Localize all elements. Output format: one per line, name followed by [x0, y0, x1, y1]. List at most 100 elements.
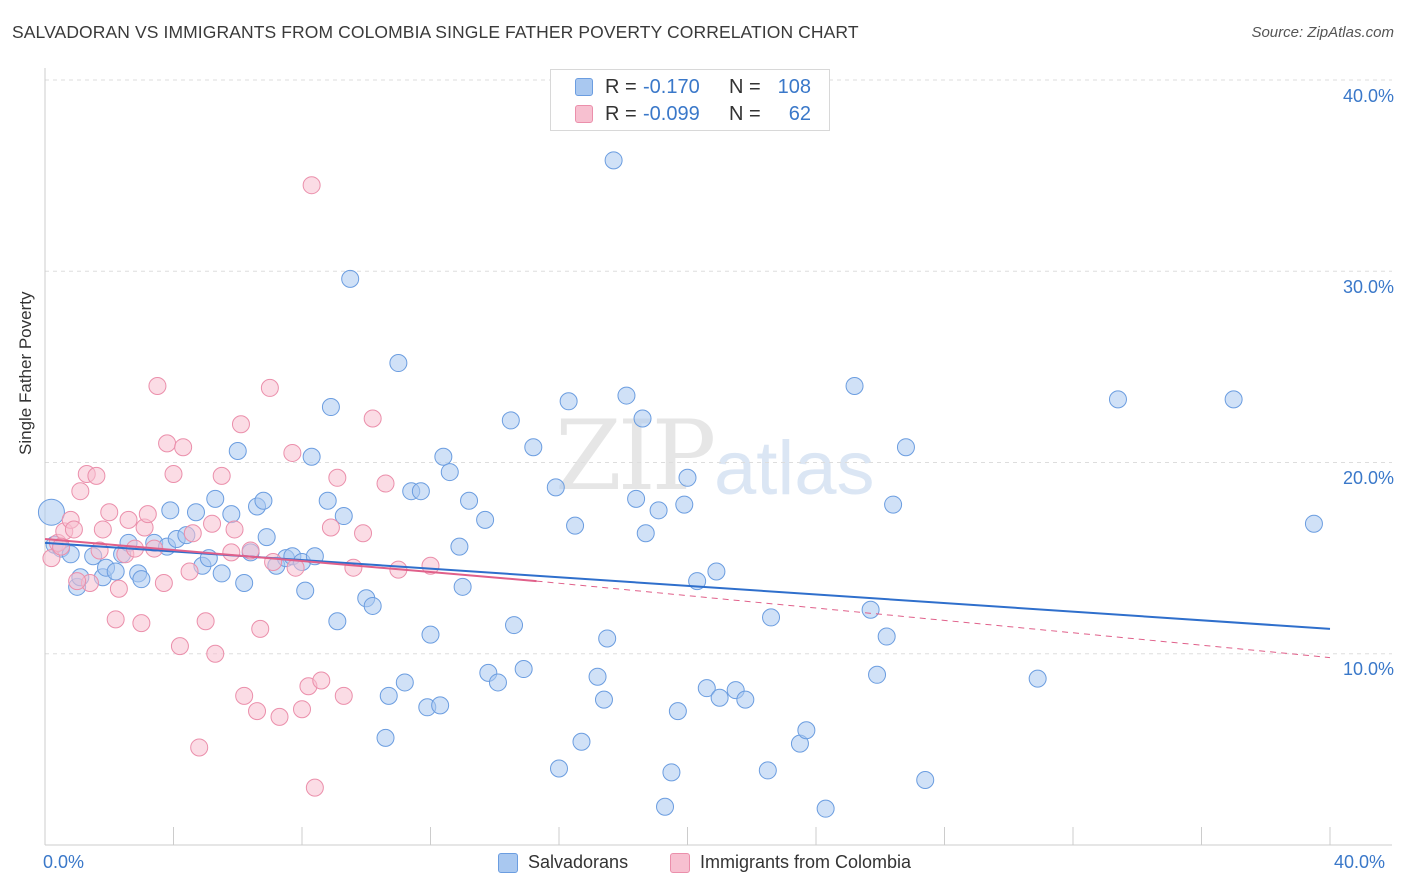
colombia-point: [106, 610, 125, 629]
salvadoran-point: [206, 489, 225, 508]
salvadoran-point: [363, 596, 382, 615]
salvadoran-point: [896, 438, 915, 457]
blue-swatch: [498, 852, 518, 873]
pink-swatch: [575, 105, 593, 123]
salvadoran-point: [546, 478, 565, 497]
salvadoran-point: [488, 673, 507, 692]
colombia-point: [138, 505, 157, 524]
colombia-point: [312, 671, 331, 690]
salvadoran-point: [649, 501, 668, 520]
colombia-point: [222, 543, 241, 562]
colombia-point: [203, 514, 222, 533]
salvadoran-point: [797, 721, 816, 740]
salvadoran-point: [235, 573, 254, 592]
salvadoran-point: [302, 447, 321, 466]
salvadoran-point: [186, 503, 205, 522]
chart-title: SALVADORAN VS IMMIGRANTS FROM COLOMBIA S…: [12, 22, 859, 42]
salvadoran-point: [656, 797, 675, 816]
salvadoran-point: [633, 409, 652, 428]
salvadoran-point: [559, 392, 578, 411]
source-label: Source: ZipAtlas.com: [1251, 24, 1394, 41]
watermark-atlas: atlas: [714, 426, 875, 511]
colombia-point: [321, 518, 340, 537]
salvadoran-point: [678, 468, 697, 487]
colombia-point: [231, 415, 250, 434]
salvadoran-point: [421, 625, 440, 644]
colombia-point: [206, 644, 225, 663]
salvadoran-point: [736, 690, 755, 709]
colombia-point: [64, 520, 83, 539]
salvadoran-point: [868, 665, 887, 684]
colombia-point: [270, 707, 289, 726]
n-value: 62: [788, 102, 811, 125]
legend-item-colombia[interactable]: Immigrants from Colombia: [670, 852, 911, 873]
colombia-point: [421, 556, 440, 575]
colombia-point: [293, 700, 311, 719]
salvadoran-point: [594, 690, 613, 709]
salvadoran-point: [636, 524, 655, 543]
colombia-point: [132, 614, 151, 633]
colombia-point: [174, 438, 193, 457]
salvadoran-point: [37, 498, 65, 526]
r-label: R =: [605, 75, 637, 98]
legend-row-colombia: R = -0.099 N = 62: [575, 101, 811, 127]
salvadoran-point: [106, 562, 125, 581]
salvadoran-point: [662, 763, 681, 782]
salvadoran-point: [161, 501, 180, 520]
salvadoran-point: [453, 577, 472, 596]
salvadoran-point: [588, 667, 607, 686]
pink-swatch: [670, 852, 690, 873]
y-tick-label: 20.0%: [1342, 468, 1394, 488]
colombia-point: [354, 524, 373, 543]
salvadoran-point: [710, 688, 729, 707]
salvadoran-point: [845, 377, 864, 395]
salvadoran-point: [379, 686, 398, 705]
salvadoran-point: [411, 482, 430, 501]
salvadoran-point: [434, 447, 453, 466]
blue-swatch: [575, 78, 593, 96]
colombia-point: [376, 474, 395, 493]
salvadoran-point: [572, 732, 591, 751]
colombia-point: [190, 738, 209, 757]
colombia-point: [68, 572, 87, 591]
salvadoran-point: [450, 537, 469, 556]
colombia-point: [71, 482, 90, 501]
colombia-trend-extension: [536, 580, 1331, 659]
salvadoran-point: [758, 761, 777, 780]
n-label: N =: [729, 102, 761, 125]
colombia-point: [305, 778, 324, 797]
salvadoran-point: [884, 495, 903, 514]
colombia-point: [225, 520, 244, 539]
colombia-point: [158, 434, 177, 453]
salvadoran-point: [476, 510, 495, 529]
salvadoran-point: [460, 491, 479, 510]
salvadoran-point: [816, 799, 835, 818]
colombia-point: [180, 562, 199, 581]
salvadoran-point: [604, 151, 623, 170]
colombia-point: [93, 520, 112, 539]
salvadoran-point: [524, 438, 543, 457]
salvadoran-point: [617, 386, 636, 405]
salvadoran-point: [550, 759, 568, 778]
colombia-point: [148, 377, 167, 395]
colombia-point: [52, 537, 71, 556]
x-tick-label: 40.0%: [1334, 852, 1386, 872]
salvadoran-point: [376, 728, 395, 747]
salvadoran-point: [431, 696, 450, 715]
y-tick-label: 30.0%: [1342, 277, 1394, 297]
legend-item-salvadorans[interactable]: Salvadorans: [498, 852, 628, 873]
salvadoran-point: [296, 581, 315, 600]
salvadoran-point: [1108, 390, 1127, 409]
y-tick-label: 10.0%: [1342, 659, 1394, 679]
colombia-point: [283, 443, 302, 462]
salvadoran-point: [505, 616, 524, 635]
salvadoran-point: [514, 660, 533, 679]
colombia-point: [260, 378, 279, 397]
salvadoran-point: [877, 627, 896, 646]
legend-label: Immigrants from Colombia: [700, 852, 912, 872]
salvadoran-point: [916, 770, 935, 789]
colombia-point: [344, 558, 363, 577]
colombia-point: [164, 464, 183, 483]
colombia-point: [251, 619, 270, 638]
